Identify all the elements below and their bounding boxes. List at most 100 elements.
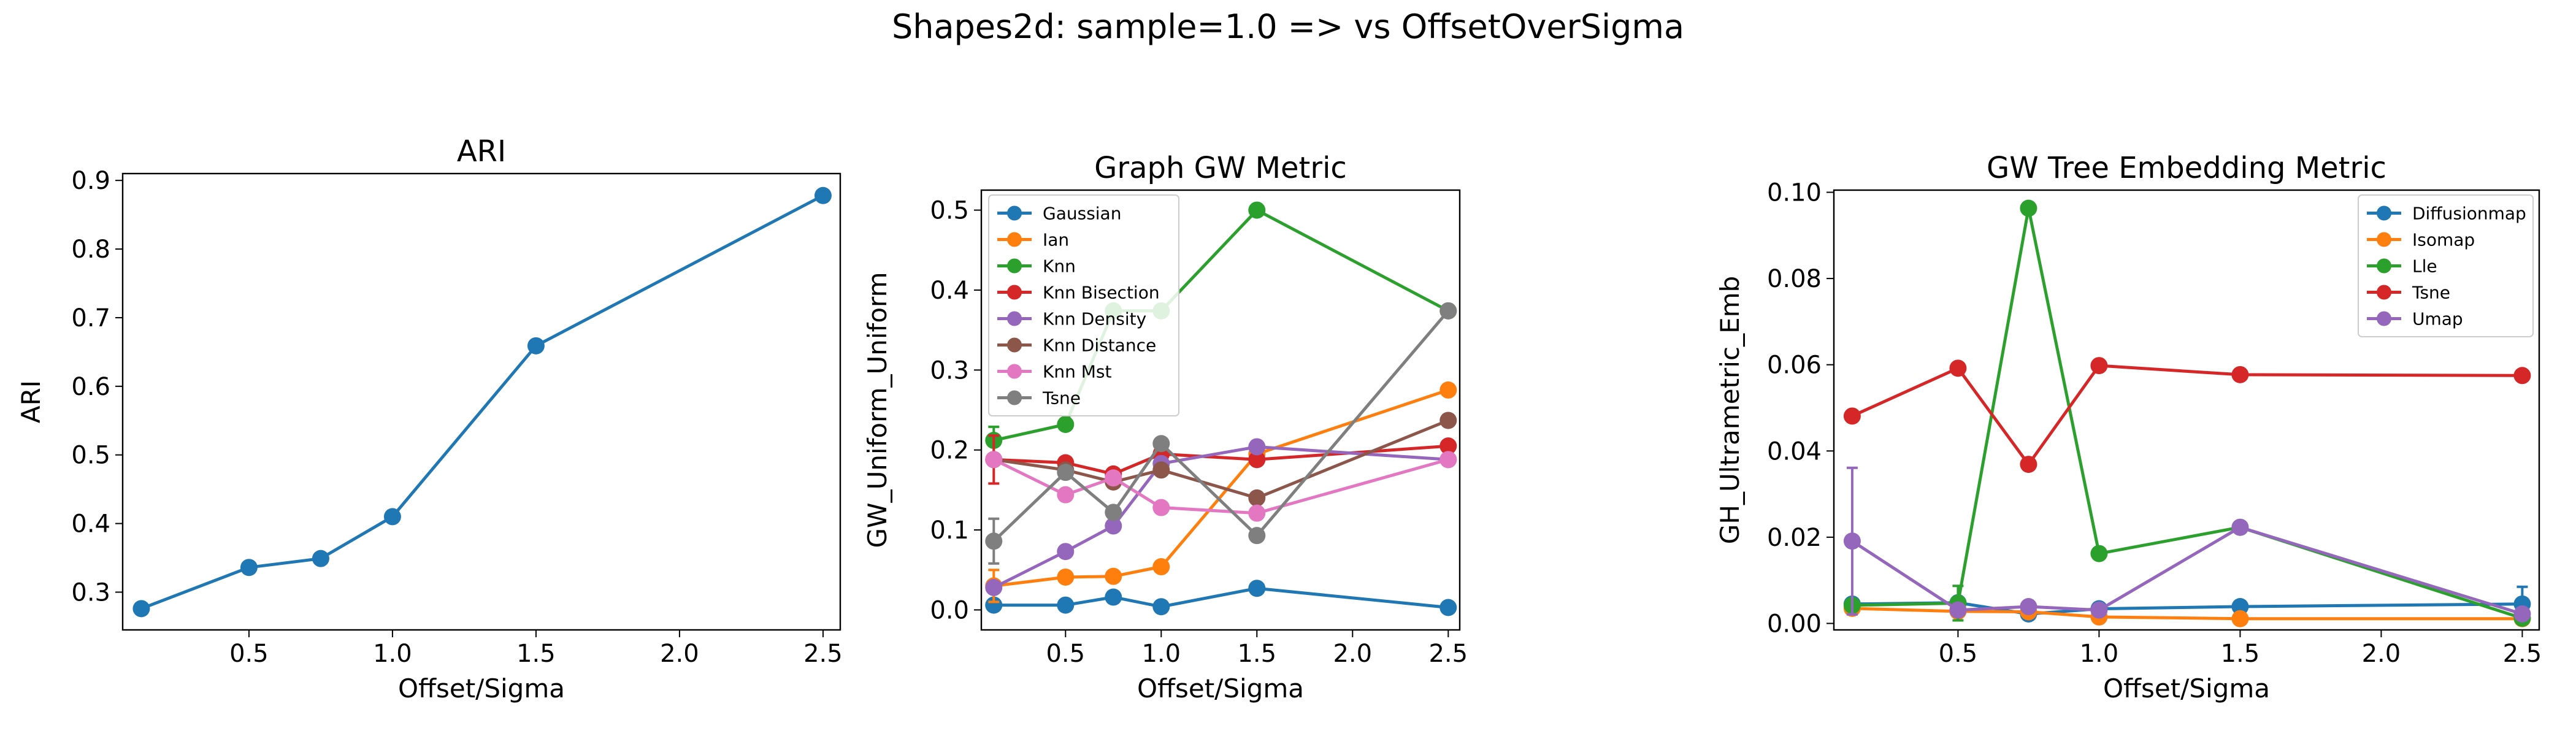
y-tick-label: 0.06 [1767, 351, 1822, 380]
legend-label-knn-mst: Knn Mst [1043, 362, 1112, 382]
x-tick-label: 0.5 [229, 640, 269, 668]
data-point-knn-mst [1439, 451, 1457, 469]
legend-box [2358, 194, 2534, 337]
data-point-knn-density [1248, 438, 1266, 456]
y-tick-label: 0.3 [930, 356, 969, 385]
data-point-tsne [1057, 464, 1075, 481]
y-tick-label: 0.1 [930, 516, 969, 545]
legend-label-ian: Ian [1043, 230, 1069, 250]
series-line-tsne [992, 310, 1450, 543]
data-point-gaussian [1105, 588, 1122, 606]
legend-label-umap: Umap [2412, 309, 2463, 329]
figure-suptitle: Shapes2d: sample=1.0 => vs OffsetOverSig… [892, 7, 1684, 46]
axes-frame [1833, 189, 2540, 631]
y-tick-label: 0.9 [71, 167, 110, 195]
legend-label-lle: Lle [2412, 256, 2437, 277]
data-point-knn-bisection [1439, 437, 1457, 455]
data-point-series-0 [240, 559, 258, 577]
x-tick-label: 0.5 [1046, 640, 1085, 668]
legend-label-diffusionmap: Diffusionmap [2412, 204, 2526, 224]
data-point-knn-bisection [1248, 451, 1266, 469]
legend-marker [2377, 311, 2391, 326]
data-point-umap [1843, 532, 1861, 550]
legend-label-tsne: Tsne [2412, 283, 2450, 303]
x-tick-label: 2.0 [660, 640, 699, 668]
legend-marker [1007, 205, 1022, 221]
data-point-tsne [2090, 357, 2108, 375]
series-line-ian [993, 388, 1449, 588]
legend-label-knn: Knn [1043, 256, 1076, 277]
x-axis-label: Offset/Sigma [398, 673, 565, 703]
y-tick-label: 0.8 [71, 236, 110, 264]
legend: Diffusionmap Isomap Lle Tsne Umap [2358, 194, 2534, 337]
data-point-knn-mst [985, 451, 1003, 469]
data-point-lle [2020, 199, 2037, 217]
legend-marker [1007, 390, 1022, 405]
axes-frame [980, 189, 1461, 631]
data-point-knn-distance [1152, 461, 1170, 479]
legend-marker [2377, 258, 2391, 274]
x-tick-label: 0.5 [1939, 640, 1978, 668]
series-line-tsne [1851, 364, 2523, 466]
data-point-tsne [2020, 456, 2037, 473]
axes-frame [121, 172, 841, 631]
data-point-tsne [1949, 359, 1967, 377]
y-axis-label: GW_Uniform_Uniform [862, 272, 892, 548]
legend-marker [1007, 364, 1022, 379]
legend-label-knn-distance: Knn Distance [1043, 335, 1156, 356]
data-point-knn [1248, 201, 1266, 219]
legend-marker [1007, 258, 1022, 274]
x-axis-label: Offset/Sigma [1137, 673, 1304, 703]
data-point-knn [1057, 415, 1075, 433]
y-axis-label: ARI [16, 380, 46, 423]
legend-box [988, 194, 1179, 416]
plot-ari: ARI 0.5 1.0 1.5 2.0 2.5 0.3 0.4 0.5 0.6 0.7 0.8 0.9 O… [16, 134, 843, 703]
data-point-series-0 [132, 600, 150, 618]
data-point-tsne [1152, 435, 1170, 453]
data-point-series-0 [383, 508, 401, 526]
x-tick-label: 1.0 [2080, 640, 2119, 668]
data-point-tsne [985, 532, 1003, 550]
legend-label-knn-bisection: Knn Bisection [1043, 283, 1160, 303]
data-point-gaussian [1152, 598, 1170, 616]
data-point-gaussian [1248, 580, 1266, 597]
x-axis-label: Offset/Sigma [2103, 673, 2270, 703]
x-tick-label: 2.5 [2503, 640, 2542, 668]
data-point-knn-mst [1105, 469, 1122, 487]
data-point-gaussian [1439, 599, 1457, 616]
y-tick-label: 0.7 [71, 304, 110, 332]
series-line-series-0 [140, 194, 824, 610]
y-tick-label: 0.08 [1767, 265, 1822, 293]
legend-label-knn-density: Knn Density [1043, 309, 1146, 329]
series-line-knn-bisection [994, 444, 1449, 476]
x-tick-label: 2.5 [803, 640, 843, 668]
data-point-knn-density [1057, 543, 1075, 561]
data-point-umap [2231, 518, 2249, 536]
y-tick-label: 0.2 [930, 437, 969, 465]
legend-marker [1007, 311, 1022, 326]
series-line-umap [1851, 526, 2523, 616]
x-tick-label: 1.5 [516, 640, 556, 668]
y-tick-label: 0.00 [1767, 610, 1822, 638]
data-point-knn-mst [1152, 499, 1170, 516]
legend-marker [2377, 205, 2391, 221]
plot-title: GW Tree Embedding Metric [1987, 151, 2386, 185]
data-point-knn-distance [1439, 412, 1457, 429]
legend-marker [2377, 285, 2391, 300]
data-point-tsne [2513, 367, 2531, 385]
data-point-tsne [1248, 527, 1266, 545]
data-point-series-0 [527, 337, 545, 355]
x-tick-label: 1.0 [373, 640, 412, 668]
plot-gw-tree-embedding-metric: GW Tree Embedding Metric 0.5 1.0 1.5 2.0 2.5 0… [1715, 151, 2542, 703]
data-point-tsne [2231, 366, 2249, 383]
y-tick-label: 0.5 [930, 197, 969, 225]
data-point-isomap [2231, 610, 2249, 627]
y-tick-label: 0.10 [1767, 179, 1822, 207]
legend: Gaussian Ian Knn Knn Bisection Knn Density Kn… [988, 194, 1179, 416]
data-point-tsne [1439, 302, 1457, 320]
x-tick-label: 2.5 [1428, 640, 1468, 668]
x-tick-label: 1.5 [1237, 640, 1276, 668]
data-point-umap [2020, 598, 2037, 616]
y-tick-label: 0.6 [71, 373, 110, 401]
